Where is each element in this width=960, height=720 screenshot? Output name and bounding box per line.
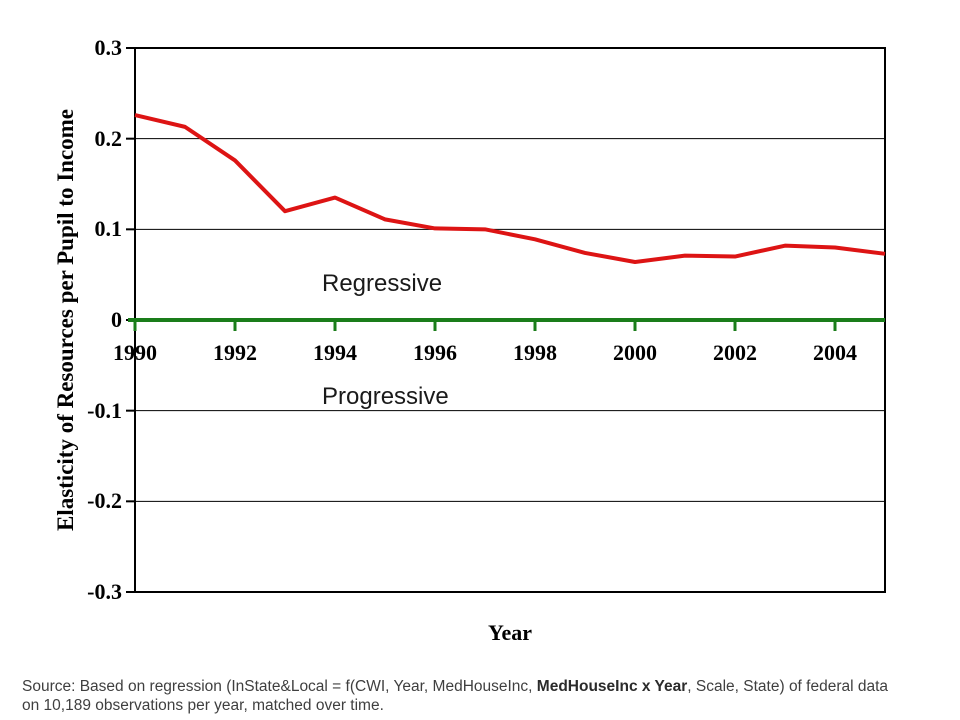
y-tick-label: 0.1 <box>94 216 123 242</box>
annotation-regressive: Regressive <box>322 270 443 297</box>
source-line1: Source: Based on regression (InState&Loc… <box>22 678 888 695</box>
annotation-progressive: Progressive <box>322 383 449 410</box>
x-tick-label: 2002 <box>713 340 757 365</box>
x-axis-title: Year <box>488 620 532 645</box>
source-line2: on 10,189 observations per year, matched… <box>22 697 384 714</box>
x-tick-label: 1990 <box>113 340 157 365</box>
source-text-segment: , Scale, State) of federal data <box>687 678 889 695</box>
x-tick-label: 2004 <box>813 340 857 365</box>
y-tick-label: -0.1 <box>87 397 122 423</box>
x-tick-label: 2000 <box>613 340 657 365</box>
y-tick-label: 0.2 <box>94 125 123 151</box>
y-tick-label: -0.2 <box>87 488 122 514</box>
x-tick-label: 1998 <box>513 340 557 365</box>
x-tick-label: 1994 <box>313 340 357 365</box>
source-bold-term: MedHouseInc x Year <box>536 678 688 695</box>
y-tick-label: 0.3 <box>94 35 123 60</box>
x-tick-label: 1992 <box>213 340 257 365</box>
series-line-elasticity <box>134 113 886 264</box>
y-tick-label: -0.3 <box>87 579 122 604</box>
y-tick-label: 0 <box>111 307 122 332</box>
x-tick-label: 1996 <box>413 340 457 365</box>
source-note: Source: Based on regression (InState&Loc… <box>22 677 952 715</box>
source-text-segment: Source: Based on regression (InState&Loc… <box>22 678 537 695</box>
